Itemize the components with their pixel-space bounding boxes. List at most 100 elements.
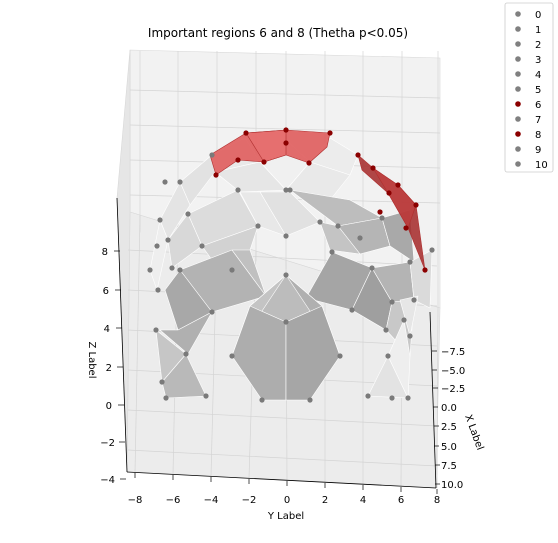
legend-item-3: 3 [515,55,541,66]
highlight-point [413,202,419,208]
electrode-point [407,333,413,339]
svg-text:−4: −4 [100,475,115,486]
z-tick-5: 6 [103,286,121,297]
z-axis-label: Z Label [86,341,97,378]
electrode-point [255,223,261,229]
legend-item-4: 4 [515,70,541,81]
z-axis-line [116,197,128,473]
y-tick-3: −2 [242,479,256,506]
svg-text:−7.5: −7.5 [441,347,465,358]
highlight-point [395,182,401,188]
legend-label: 2 [535,40,541,51]
electrode-point [229,267,235,273]
highlight-point [355,152,361,158]
svg-text:6: 6 [103,286,109,297]
electrode-point [335,223,341,229]
legend-label: 4 [535,70,541,81]
z-tick-6: 8 [102,247,120,258]
z-tick-4: 4 [104,324,122,335]
svg-text:−2.5: −2.5 [441,384,465,395]
electrode-point [365,393,371,399]
y-axis-line [126,471,437,489]
legend-label: 6 [535,100,541,111]
legend-label: 1 [535,25,541,36]
svg-text:0.0: 0.0 [441,403,457,414]
svg-text:4: 4 [104,324,110,335]
surface-highlight [209,129,426,271]
chart-title: Important regions 6 and 8 (Thetha p<0.05… [148,26,408,40]
x-tick-7: 10.0 [435,480,463,491]
electrode-point [379,215,385,221]
electrode-point [369,265,375,271]
electrode-point [157,217,163,223]
legend-item-9: 9 [515,145,541,156]
svg-text:−4: −4 [204,495,219,506]
electrode-point [411,297,417,303]
legend-marker [515,71,521,77]
legend-marker [515,101,521,107]
legend-item-2: 2 [515,40,541,51]
electrode-point [429,247,435,253]
legend-marker [515,86,521,92]
legend-item-6: 6 [515,100,541,111]
legend: 0 1 2 3 4 5 6 7 8 9 10 [504,2,554,173]
legend-marker [515,161,521,167]
x-tick-0: −7.5 [432,347,465,358]
legend-label: 3 [535,55,541,66]
legend-marker [515,131,521,137]
highlight-point [306,160,312,166]
svg-text:7.5: 7.5 [441,461,457,472]
z-tick-2: 0 [106,401,124,412]
surface-grey [149,137,433,401]
electrode-point [357,235,363,241]
highlight-point [261,159,267,165]
electrode-point [287,187,293,193]
svg-text:−6: −6 [166,495,181,506]
electrode-point [401,317,407,323]
svg-text:6: 6 [398,495,404,506]
legend-label: 10 [535,160,548,171]
x-axis: −7.5 −5.0 −2.5 0.0 2.5 5.0 7.5 10.0 [432,347,465,491]
electrode-points [147,127,435,403]
y-tick-2: −4 [204,477,219,506]
electrode-point [405,395,411,401]
legend-label: 7 [535,115,541,126]
x-tick-4: 2.5 [434,422,457,433]
legend-item-8: 8 [515,130,541,141]
svg-text:8: 8 [102,247,108,258]
highlight-point [403,225,409,231]
legend-item-5: 5 [515,85,541,96]
svg-text:−8: −8 [128,495,143,506]
y-tick-1: −6 [166,475,181,506]
electrode-point [203,393,209,399]
legend-item-10: 10 [515,160,548,171]
electrode-point [259,397,265,403]
y-tick-4: 0 [284,481,290,506]
svg-text:2: 2 [322,495,328,506]
electrode-point [209,152,215,158]
electrode-point [162,179,168,185]
highlight-point [235,157,241,163]
svg-text:10.0: 10.0 [441,480,463,491]
x-tick-1: −5.0 [432,366,465,377]
x-tick-3: 0.0 [433,403,457,414]
highlight-point [370,165,376,171]
svg-text:−2: −2 [100,438,115,449]
electrode-point [147,267,153,273]
legend-label: 8 [535,130,541,141]
svg-text:5.0: 5.0 [441,442,457,453]
electrode-point [153,327,159,333]
electrode-point [185,211,191,217]
y-tick-8: 8 [434,489,440,506]
electrode-point [163,395,169,401]
legend-marker [515,116,521,122]
y-axis: −8 −6 −4 −2 0 2 4 6 8 [128,473,440,506]
legend-item-0: 0 [515,10,541,21]
electrode-point [329,249,335,255]
svg-text:0: 0 [284,495,290,506]
legend-label: 9 [535,145,541,156]
y-axis-label: Y Label [267,511,304,522]
legend-marker [515,41,521,47]
electrode-point [307,397,313,403]
electrode-point [407,259,413,265]
